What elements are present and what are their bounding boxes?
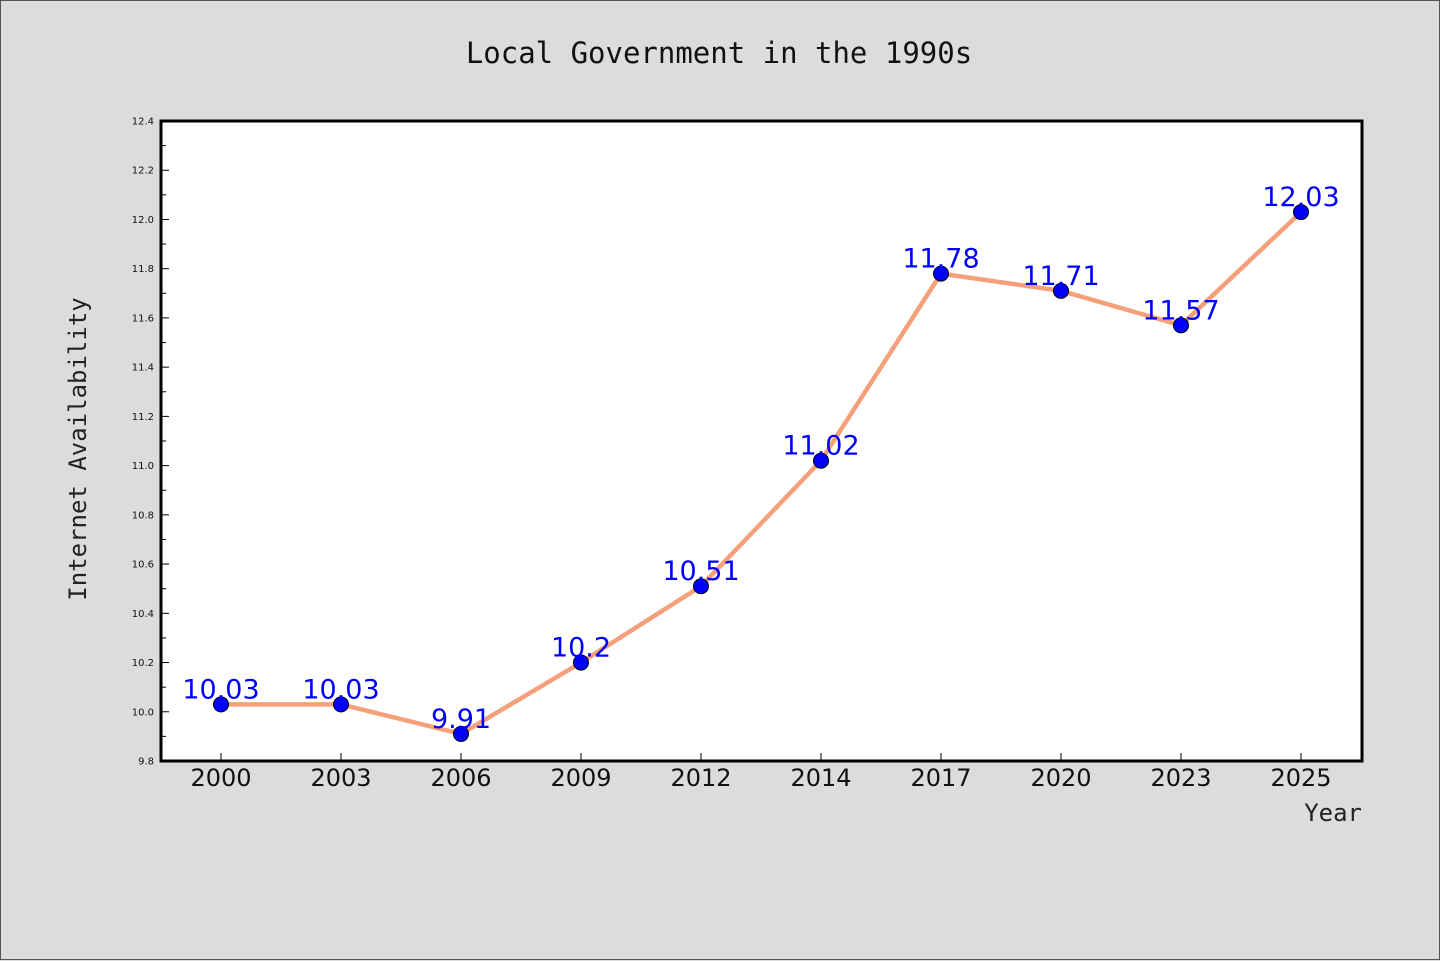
data-point [1293, 204, 1309, 221]
data-point [1173, 317, 1189, 334]
y-axis: 9.8 10.0 10.2 10.4 10.6 10.8 11.0 11.2 11.4 11.6 1… [132, 117, 169, 768]
x-axis-label: Year [1304, 799, 1362, 827]
x-tick-label: 2023 [1150, 764, 1211, 792]
x-tick-label: 2020 [1030, 764, 1091, 792]
data-point [1053, 282, 1069, 299]
plot-frame [159, 119, 1364, 763]
y-tick-label: 11.8 [132, 264, 154, 275]
data-labels: 10.03 10.03 9.91 10.2 10.51 11.02 11.78 11.71 11… [182, 182, 1339, 735]
y-tick-label: 10.0 [132, 707, 154, 718]
data-label: 9.91 [431, 704, 491, 735]
data-label: 12.03 [1262, 182, 1339, 213]
data-point [813, 452, 829, 469]
series-lines [218, 209, 1304, 737]
data-point [933, 265, 949, 282]
y-tick-label: 12.4 [132, 117, 154, 128]
y-tick-label: 11.2 [132, 412, 154, 423]
x-tick-label: 2006 [430, 764, 491, 792]
plot-area [161, 121, 1362, 761]
y-tick-label: 12.2 [132, 166, 154, 177]
data-point [213, 696, 229, 713]
x-tick-label: 2017 [910, 764, 971, 792]
x-tick-label: 2000 [190, 764, 251, 792]
y-tick-label: 11.6 [132, 313, 154, 324]
data-label: 10.03 [182, 674, 259, 705]
x-tick-label: 2025 [1270, 764, 1331, 792]
data-label: 11.02 [782, 431, 859, 462]
x-tick-label: 2014 [790, 764, 851, 792]
y-tick-label: 11.0 [132, 461, 154, 472]
data-label: 11.78 [902, 244, 979, 275]
x-tick-label: 2003 [310, 764, 371, 792]
y-tick-label: 9.8 [138, 757, 154, 768]
y-tick-label: 10.4 [132, 609, 154, 620]
y-tick-label: 10.6 [132, 560, 154, 571]
y-tick-label: 10.8 [132, 510, 154, 521]
chart-title: Local Government in the 1990s [466, 36, 972, 70]
y-tick-label: 10.2 [132, 658, 154, 669]
data-point [573, 654, 589, 671]
x-axis: 2000 2003 2006 2009 2012 2014 2017 2020 2023 2025 [190, 753, 1332, 792]
data-point [693, 578, 709, 595]
data-label: 11.71 [1022, 261, 1099, 292]
x-tick-label: 2009 [550, 764, 611, 792]
y-tick-label: 12.0 [132, 215, 154, 226]
data-point [453, 725, 469, 742]
y-tick-label: 11.4 [132, 363, 154, 374]
series-line [218, 209, 1304, 737]
data-label: 10.2 [551, 633, 611, 664]
y-axis-label: Internet Availability [64, 297, 92, 600]
data-label: 10.03 [302, 674, 379, 705]
series-markers [213, 204, 1309, 742]
data-label: 11.57 [1142, 295, 1219, 326]
x-tick-label: 2012 [670, 764, 731, 792]
data-label: 10.51 [662, 556, 739, 587]
data-point [333, 696, 349, 713]
